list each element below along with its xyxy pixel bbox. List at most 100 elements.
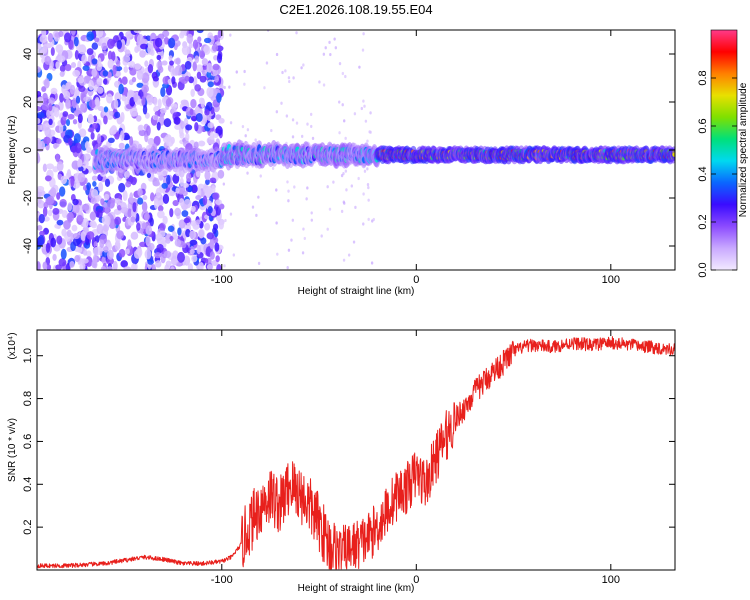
spectrogram-noise-cell [305,197,308,201]
spectrogram-noise-cell [218,203,225,210]
spectrogram-noise-cell [61,210,68,218]
spectrogram-noise-cell [156,54,162,61]
spectrogram-noise-cell [362,32,365,36]
spectrogram-noise-cell [114,131,120,140]
spectrogram-noise-cell [37,111,45,119]
spectrogram-noise-cell [168,55,173,61]
spectrogram-noise-cell [207,139,215,145]
spectrogram-noise-cell [157,98,162,109]
spectrogram-noise-cell [326,185,329,189]
spectrogram-noise-cell [210,185,216,194]
spectrogram-noise-cell [174,124,182,130]
spectrogram-noise-cell [284,69,287,73]
spectrogram-noise-cell [37,66,42,73]
spectrogram-noise-cell [103,106,109,113]
snr-multiplier: (x10⁴) [7,332,18,359]
spectrogram-noise-cell [153,115,159,121]
spectrogram-noise-cell [159,112,165,119]
spectrogram-noise-cell [360,106,364,111]
spectrogram-noise-cell [48,103,53,112]
spectrogram-noise-cell [106,93,113,104]
spectrogram-noise-cell [211,43,219,52]
spectrogram-noise-cell [87,115,95,124]
spectrogram-noise-cell [89,221,94,227]
spectrogram-noise-cell [65,98,71,110]
spectrogram-noise-cell [121,76,128,85]
spectrogram-noise-cell [55,61,60,69]
spectrogram-noise-cell [353,112,357,116]
spectrogram-noise-cell [127,239,132,251]
spectrogram-noise-cell [363,169,367,173]
spectrogram-noise-cell [63,90,71,100]
spectrogram-noise-cell [216,53,223,64]
spectrogram-noise-cell [37,96,44,107]
spectrogram-noise-cell [48,97,55,105]
spectrogram-noise-cell [175,187,180,194]
spectrogram-noise-cell [195,170,201,178]
spectrogram-noise-cell [160,87,166,98]
spectrogram-noise-cell [229,121,233,125]
spectrogram-noise-cell [295,121,299,125]
spectrogram-noise-cell [180,30,185,37]
spectrogram-noise-cell [310,124,313,129]
spectrogram-noise-cell [145,235,151,247]
spectrogram-noise-cell [110,198,116,204]
spectrogram-noise-cell [170,266,175,270]
spectrogram-noise-cell [156,121,161,131]
spectrogram-noise-cell [114,111,121,119]
spectrogram-noise-cell [103,193,110,201]
spectrogram-noise-cell [147,259,154,265]
spectrogram-noise-cell [48,118,53,126]
spectrogram-noise-cell [106,249,114,260]
spectrogram-noise-cell [146,94,154,103]
spectrogram-noise-cell [196,244,201,255]
spectrogram-noise-cell [92,247,101,257]
spectrogram-noise-cell [201,58,209,66]
spectrogram-noise-cell [100,266,107,270]
spectrogram-noise-cell [209,131,215,141]
spectrogram-noise-cell [90,197,97,205]
spectrogram-noise-cell [104,206,110,215]
spectrogram-noise-cell [169,190,176,197]
spectrogram-noise-cell [44,55,52,65]
spectrogram-noise-cell [153,198,159,209]
spectrogram-noise-cell [188,76,194,84]
spectrogram-noise-cell [157,200,163,207]
colorbar-scale [710,29,738,271]
spectrogram-noise-cell [153,135,161,146]
spectrogram-noise-cell [291,218,295,222]
spectrogram-noise-cell [194,122,199,132]
spectrogram-noise-cell [229,212,233,216]
spectrogram-noise-cell [78,166,84,172]
spectrogram-noise-cell [232,253,236,257]
snr-series-line [37,336,675,570]
spectrogram-noise-cell [146,125,151,136]
spectrogram-noise-cell [103,246,109,253]
spectrogram-noise-cell [362,192,365,196]
spectrogram-noise-cell [140,43,148,50]
spectrogram-noise-cell [162,82,170,89]
spectrogram-noise-cell [352,240,356,244]
spectrogram-noise-cell [144,60,149,67]
spectrogram-noise-cell [212,63,220,71]
spectrogram-noise-cell [65,82,71,91]
spectrogram-noise-cell [287,248,291,252]
spectrogram-noise-cell [136,222,141,231]
spectrogram-noise-cell [357,176,360,181]
spectrogram-noise-cell [41,86,47,92]
spectrogram-noise-cell [56,219,64,226]
spectrogram-noise-cell [203,45,211,55]
spectrogram-noise-cell [183,217,191,224]
spectrogram-noise-cell [311,136,315,140]
snr-ylabel: SNR (10 * v/v) [7,418,18,482]
spectrogram-noise-cell [207,122,215,129]
spectrogram-noise-cell [199,50,205,60]
spectrogram-noise-cell [70,30,76,36]
spectrogram-noise-cell [104,178,111,188]
spectrogram-noise-cell [129,192,134,204]
spectrogram-noise-cell [172,199,179,207]
spectrogram-noise-cell [155,187,162,198]
spectrogram-noise-cell [290,238,293,242]
spectrogram-noise-cell [80,230,87,242]
spectrogram-noise-cell [99,37,108,45]
